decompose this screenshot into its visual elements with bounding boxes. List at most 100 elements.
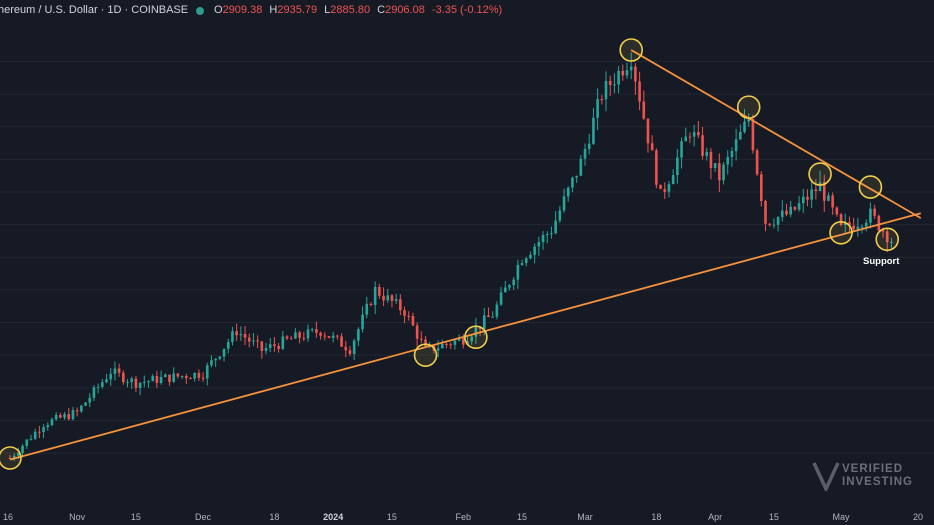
touch-circle [413,343,438,367]
candle-up [453,340,457,345]
candle-down [881,230,885,232]
candle-up [386,295,390,301]
candle-down [168,374,171,382]
candle-up [692,132,696,137]
candle-up [596,99,599,118]
candle-down [785,210,788,215]
candle-up [361,314,364,330]
candle-down [122,372,125,383]
candle-down [369,303,373,305]
candle-down [315,329,318,333]
candle-up [676,157,679,176]
x-tick-label: 15 [517,512,528,522]
candle-down [873,208,876,216]
candle-up [571,177,574,188]
candle-up [42,427,45,432]
candle-up [566,187,570,197]
candle-up [474,326,478,337]
candle-up [466,341,469,345]
candle-up [537,241,541,247]
candle-down [273,344,276,347]
touch-circle [858,175,883,199]
candle-down [697,132,700,136]
candle-up [84,402,87,406]
candle-down [348,350,352,354]
candle-up [218,356,222,359]
candle-down [646,118,650,144]
candle-up [524,258,528,264]
candle-up [680,141,683,158]
x-tick-label: 15 [130,512,141,522]
candle-up [109,373,113,380]
candle-up [579,158,583,176]
candle-up [29,438,33,440]
verified-investing-watermark: VERIFIED INVESTING [812,461,922,494]
candle-up [671,175,675,185]
candle-up [629,66,633,71]
candle-down [247,337,251,342]
touch-circle [736,95,761,119]
candle-up [143,381,146,383]
candle-up [533,246,536,255]
candle-up [214,358,217,361]
candle-up [71,410,75,420]
candle-up [520,263,524,265]
candle-up [558,210,562,221]
x-tick-label: May [832,512,850,522]
candle-down [340,336,343,347]
candle-down [822,182,826,201]
candle-up [373,286,377,305]
candle-down [390,295,394,301]
candle-up [105,379,108,383]
candle-up [562,196,566,211]
candle-up [306,329,310,339]
candle-up [268,344,272,349]
candle-down [768,223,772,225]
candle-down [197,372,201,378]
candle-up [357,329,360,341]
candle-up [252,340,255,342]
candle-down [260,341,264,351]
ohlc-values: O2909.38 H2935.79 L2885.80 C2906.08 -3.3… [214,4,503,16]
candle-down [415,325,419,339]
x-tick-label: 18 [269,512,280,522]
candle-up [394,299,398,301]
candle-down [302,337,306,339]
candle-down [336,335,339,337]
candle-up [25,439,29,446]
candle-down [256,340,259,342]
candle-up [722,164,725,181]
candle-up [50,419,54,426]
candle-down [201,377,205,379]
candle-up [890,242,893,244]
candle-up [856,226,860,230]
candle-down [839,214,843,226]
candle-up [789,206,792,215]
candle-down [793,206,797,210]
candle-down [189,378,192,380]
candle-up [550,233,553,235]
candle-up [797,203,801,210]
touch-circle [875,227,900,252]
touch-circle [464,325,488,350]
candle-down [764,200,767,224]
candle-up [33,431,37,439]
touch-circle [619,38,643,62]
candle-down [642,101,646,119]
candle-down [877,215,881,231]
candle-down [285,336,289,339]
candle-up [147,381,150,383]
candle-down [382,295,385,301]
candle-down [243,333,247,338]
x-tick-label: 16 [2,512,14,522]
candle-up [801,196,805,204]
candle-down [688,136,692,138]
x-tick-label: 18 [651,512,662,522]
candle-up [80,405,83,412]
touch-circle [829,220,853,245]
candle-up [747,119,751,122]
candle-up [210,360,213,366]
candle-down [718,162,721,181]
